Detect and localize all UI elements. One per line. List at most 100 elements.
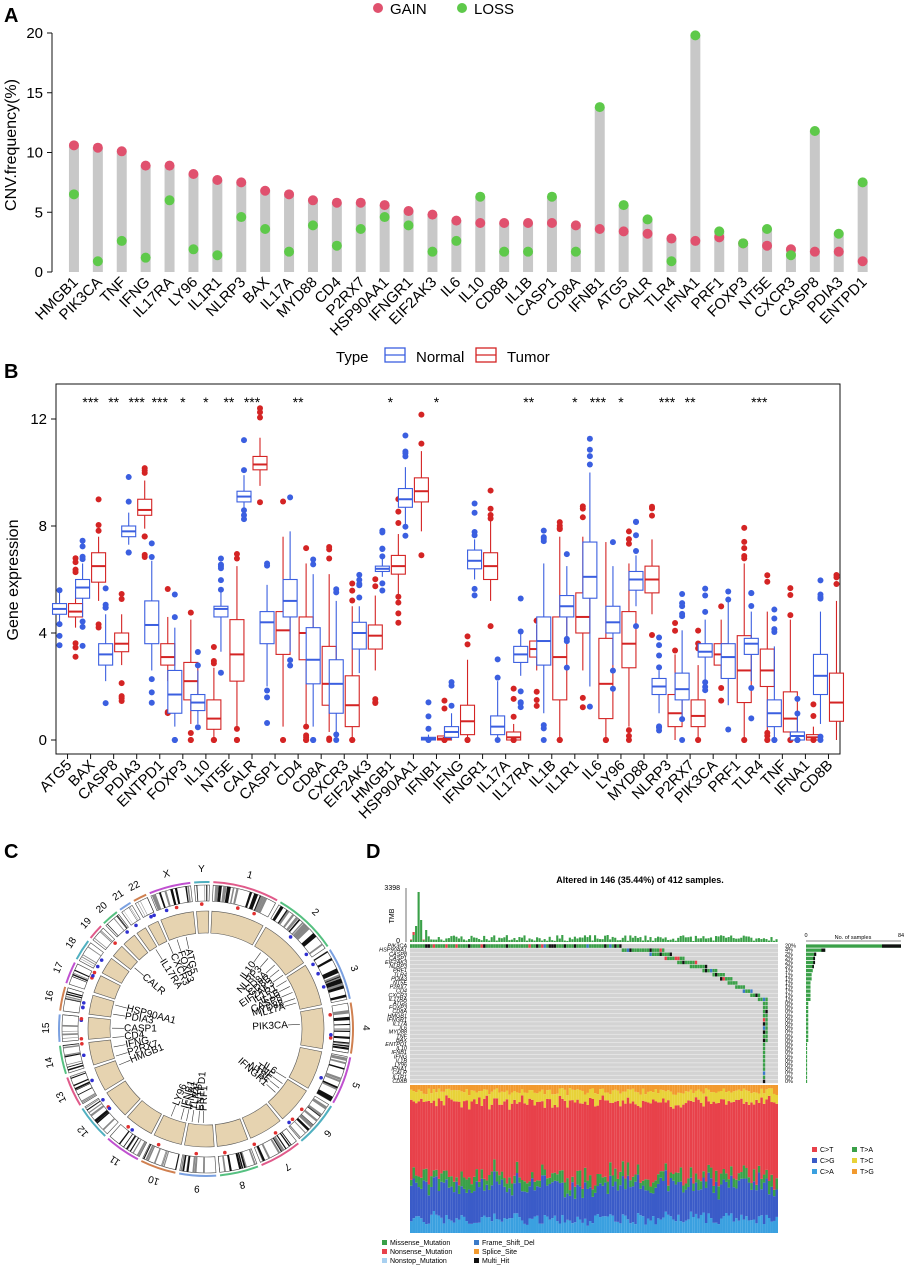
- d-titv-segment: [594, 1215, 597, 1233]
- a-loss-dot: [762, 223, 773, 234]
- d-titv-segment: [546, 1185, 549, 1217]
- d-titv-segment: [767, 1217, 771, 1233]
- d-mutation-cell: [765, 1038, 768, 1043]
- b-tumor-outlier: [510, 695, 517, 702]
- d-mutation-cell: [649, 952, 652, 956]
- b-tumor-outlier: [233, 555, 240, 562]
- d-titv-segment: [523, 1181, 526, 1192]
- b-normal-box: [582, 541, 598, 599]
- b-normal-box: [213, 605, 229, 618]
- b-normal-outlier: [79, 642, 86, 649]
- c-band: [74, 969, 90, 978]
- d-gene-label: CXCR3: [388, 993, 408, 999]
- c-band: [256, 1145, 266, 1162]
- a-loss-dot: [307, 220, 318, 231]
- d-side-bar-segment: [882, 944, 901, 948]
- b-tumor-outlier: [326, 737, 333, 743]
- b-tumor-outlier: [579, 514, 586, 521]
- d-mutation-cell: [508, 944, 511, 948]
- d-titv-segment: [750, 1189, 753, 1221]
- a-stem: [307, 200, 318, 272]
- d-titv-segment: [765, 1214, 768, 1233]
- d-titv-segment: [745, 1216, 748, 1233]
- b-normal-outlier: [425, 737, 432, 743]
- d-mutation-cell: [576, 944, 579, 948]
- d-mutation-cell: [520, 944, 524, 948]
- d-mutation-cell: [651, 952, 655, 956]
- b-normal-outlier: [217, 669, 224, 676]
- d-tmb-bar: [541, 940, 544, 942]
- d-tmb-bar: [596, 938, 599, 942]
- d-gene-label: CD8B: [392, 1079, 407, 1085]
- d-titv-segment: [490, 1221, 494, 1233]
- b-tumor-outlier: [72, 569, 79, 576]
- b-tumor-outlier: [95, 521, 102, 528]
- d-titv-segment: [505, 1099, 509, 1184]
- d-titv-segment: [450, 1186, 453, 1221]
- d-tmb-bar: [725, 937, 728, 942]
- b-normal-outlier: [379, 587, 386, 594]
- d-titv-legend-label: T>A: [860, 1147, 873, 1154]
- d-tmb-bar: [745, 936, 748, 942]
- d-titv-segment: [762, 1174, 766, 1183]
- d-variant-legend-swatch: [382, 1249, 387, 1254]
- d-titv-segment: [573, 1085, 577, 1090]
- b-normal-outlier: [609, 685, 616, 692]
- c-band: [322, 968, 338, 977]
- d-mutation-cell: [702, 964, 705, 969]
- c-band: [322, 968, 339, 979]
- d-titv-segment: [591, 1085, 594, 1089]
- d-titv-segment: [432, 1170, 436, 1178]
- d-titv-segment: [765, 1099, 768, 1170]
- d-titv-segment: [649, 1186, 652, 1193]
- d-titv-segment: [500, 1221, 504, 1233]
- d-titv-segment: [556, 1221, 559, 1233]
- b-tumor-outlier: [672, 619, 679, 626]
- panel-a-letter: A: [4, 5, 18, 27]
- d-titv-segment: [687, 1100, 690, 1179]
- d-titv-segment: [641, 1185, 645, 1217]
- c-cnv-track: [112, 945, 138, 970]
- c-gene-label: PDIA3: [124, 1011, 155, 1026]
- d-titv-segment: [488, 1174, 491, 1190]
- d-titv-segment: [488, 1189, 491, 1218]
- d-mutation-cell: [415, 944, 418, 948]
- d-tmb-bar: [679, 935, 682, 942]
- b-normal-outlier: [264, 694, 271, 701]
- d-titv-segment: [772, 1189, 776, 1197]
- b-normal-outlier: [102, 585, 109, 592]
- d-tmb-bar: [684, 937, 687, 942]
- d-tmb-bar: [720, 935, 723, 942]
- d-mutation-cell: [651, 948, 655, 952]
- a-gain-dot: [451, 215, 462, 226]
- d-tmb-bar: [702, 936, 705, 942]
- d-mutation-cell: [694, 964, 698, 969]
- d-mutation-cell: [662, 948, 665, 952]
- d-titv-segment: [687, 1085, 690, 1092]
- d-titv-segment: [427, 1085, 431, 1089]
- d-titv-segment: [541, 1175, 544, 1224]
- d-mutation-cell: [553, 944, 556, 948]
- c-gene-tick: [284, 1002, 297, 1007]
- d-titv-segment: [604, 1182, 607, 1217]
- d-titv-segment: [445, 1088, 448, 1096]
- d-titv-segment: [442, 1091, 446, 1106]
- d-mutation-cell: [667, 956, 670, 961]
- c-band: [307, 1105, 322, 1117]
- d-titv-segment: [498, 1085, 501, 1093]
- d-titv-segment: [520, 1180, 524, 1192]
- d-mutation-cell: [533, 944, 536, 948]
- b-tumor-outlier: [718, 603, 725, 610]
- d-titv-segment: [566, 1219, 569, 1233]
- d-titv-segment: [737, 1085, 741, 1090]
- c-cnv-point: [149, 914, 153, 919]
- d-titv-segment: [576, 1099, 579, 1171]
- d-side-bar: [806, 964, 814, 969]
- d-tmb-bar: [767, 940, 771, 942]
- d-titv-segment: [528, 1186, 531, 1219]
- d-titv-segment: [498, 1092, 501, 1105]
- d-mutation-cell: [644, 948, 647, 952]
- d-titv-segment: [460, 1215, 463, 1233]
- a-stem: [188, 174, 199, 272]
- d-mutation-cell: [573, 944, 577, 948]
